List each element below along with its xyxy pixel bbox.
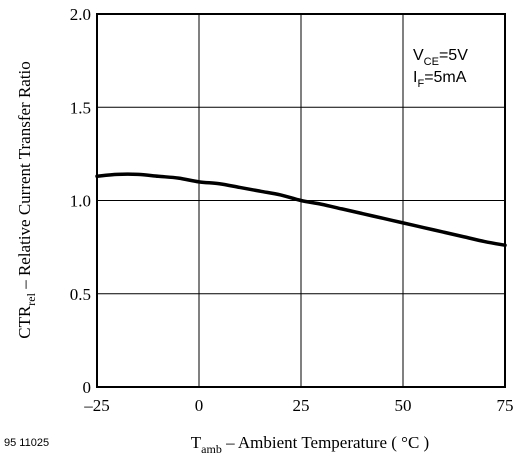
x-tick-label: 25: [293, 396, 310, 415]
x-tick-label: 50: [395, 396, 412, 415]
ctr-curve: [95, 172, 507, 248]
y-axis-title-sub: rel: [24, 292, 38, 305]
x-tick-label: 0: [195, 396, 204, 415]
x-axis-title-sub: amb: [201, 442, 222, 456]
plot-border: [96, 13, 506, 388]
condition-label-if: IF=5mA: [413, 69, 467, 90]
y-tick-labels: 0 0.5 1.0 1.5 2.0: [70, 5, 91, 397]
condition-vce-main: V: [413, 47, 424, 64]
condition-if-sub: F: [417, 78, 424, 90]
x-axis-title-main: T: [191, 433, 202, 452]
condition-if-main: I: [413, 69, 417, 86]
y-axis-title-rest: – Relative Current Transfer Ratio: [15, 61, 34, 293]
y-axis-title: CTRrel – Relative Current Transfer Ratio: [15, 61, 38, 339]
x-tick-label: 75: [497, 396, 514, 415]
figure-id: 95 11025: [4, 437, 49, 449]
x-tick-label: –25: [83, 396, 110, 415]
condition-vce-sub: CE: [424, 56, 439, 68]
plot-frame: [96, 13, 506, 388]
y-tick-label: 2.0: [70, 5, 91, 24]
x-tick-labels: –25 0 25 50 75: [83, 396, 513, 415]
y-axis-title-main: CTR: [15, 305, 34, 339]
condition-label-vce: VCE=5V: [413, 47, 468, 68]
condition-vce-rest: =5V: [439, 47, 468, 64]
x-axis-title-rest: – Ambient Temperature ( °C ): [222, 433, 429, 452]
x-axis-title: Tamb – Ambient Temperature ( °C ): [191, 433, 429, 456]
series-lines: [95, 172, 507, 248]
y-tick-label: 1.0: [70, 192, 91, 211]
condition-if-rest: =5mA: [424, 69, 467, 86]
y-tick-label: 0: [83, 378, 92, 397]
y-tick-label: 0.5: [70, 285, 91, 304]
y-tick-label: 1.5: [70, 98, 91, 117]
